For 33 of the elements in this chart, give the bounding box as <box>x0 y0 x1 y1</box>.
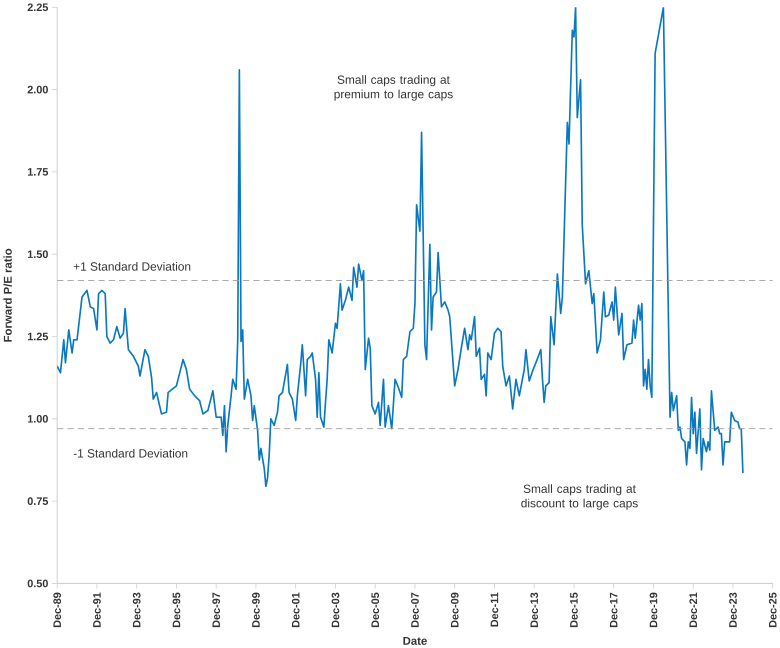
x-axis-title: Date <box>403 636 427 645</box>
x-tick-label: Dec-99 <box>252 592 260 627</box>
x-tick-label: Dec-05 <box>371 592 380 627</box>
x-tick-label: Dec-07 <box>411 592 419 627</box>
y-axis-title: Forward P/E ratio <box>3 248 12 342</box>
x-tick-label: Dec-11 <box>490 592 498 626</box>
x-tick-label: Dec-91 <box>93 592 101 627</box>
y-tick-label: 1.75 <box>28 168 48 176</box>
x-tick-label: Dec-93 <box>132 592 141 627</box>
x-tick-label: Dec-01 <box>292 592 300 627</box>
x-tick-label: Dec-89 <box>53 592 62 627</box>
y-tick-label: 0.50 <box>28 579 48 588</box>
x-tick-label: Dec-19 <box>650 592 658 627</box>
x-tick-label: Dec-97 <box>212 592 220 627</box>
ref-line-label: +1 Standard Deviation <box>74 262 190 271</box>
x-tick-label: Dec-25 <box>768 592 777 627</box>
y-tick-label: 1.50 <box>28 250 48 258</box>
x-tick-label: Dec-03 <box>332 592 340 627</box>
x-tick-label: Dec-95 <box>172 592 180 627</box>
ref-line-label: -1 Standard Deviation <box>74 448 188 458</box>
x-tick-label: Dec-13 <box>530 592 538 627</box>
y-tick-label: 2.00 <box>28 86 48 94</box>
annotation: Small caps trading at discount to large caps <box>521 484 638 510</box>
y-tick-label: 1.25 <box>28 332 48 340</box>
y-tick-label: 2.25 <box>28 3 48 11</box>
y-tick-label: 0.75 <box>28 497 48 505</box>
y-tick-label: 1.00 <box>28 414 48 423</box>
x-tick-label: Dec-09 <box>450 592 459 627</box>
x-tick-label: Dec-23 <box>729 592 737 627</box>
annotation: Small caps trading at premium to large caps <box>334 75 453 101</box>
x-tick-label: Dec-21 <box>689 592 698 627</box>
x-tick-label: Dec-17 <box>610 592 618 627</box>
x-tick-label: Dec-15 <box>570 592 578 627</box>
